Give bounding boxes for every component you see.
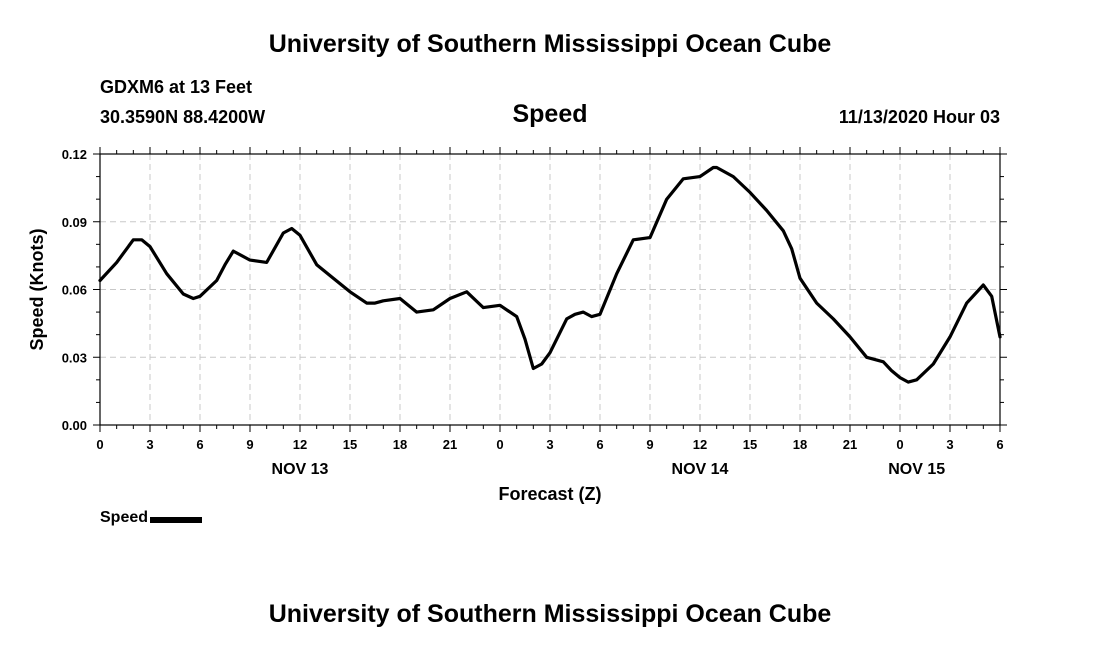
x-tick-label: 6 [596,437,603,452]
legend-label: Speed [100,509,149,526]
x-tick-label: 21 [443,437,457,452]
chart-title: Speed [512,100,588,128]
page-title: University of Southern Mississippi Ocean… [268,30,832,58]
y-tick-label: 0.09 [62,215,87,230]
x-tick-label: 3 [546,437,553,452]
x-tick-label: 9 [246,437,253,452]
x-tick-label: 18 [393,437,407,452]
x-tick-label: 0 [96,437,103,452]
x-tick-label: 21 [843,437,857,452]
x-tick-label: 6 [996,437,1003,452]
x-tick-label: 0 [896,437,903,452]
x-tick-label: 15 [343,437,357,452]
y-axis-label: Speed (Knots) [27,228,47,350]
x-tick-label: 15 [743,437,757,452]
x-tick-label: 18 [793,437,807,452]
y-tick-label: 0.03 [62,350,87,365]
legend-swatch [150,516,203,523]
day-label: NOV 15 [888,461,945,478]
x-tick-label: 3 [146,437,153,452]
day-label: NOV 13 [272,461,329,478]
y-tick-label: 0.06 [62,283,87,298]
y-tick-label: 0.00 [62,418,87,433]
series-line-speed [98,165,1002,384]
y-tick-label: 0.12 [62,147,87,162]
x-axis-label: Forecast (Z) [498,484,601,504]
legend: Speed [100,509,203,527]
x-tick-label: 6 [196,437,203,452]
day-label: NOV 14 [672,461,729,478]
x-tick-label: 12 [293,437,307,452]
x-tick-label: 9 [646,437,653,452]
station-label: GDXM6 at 13 Feet [100,77,253,97]
forecast-datetime: 11/13/2020 Hour 03 [838,107,1000,127]
x-tick-label: 0 [496,437,503,452]
footer-title: University of Southern Mississippi Ocean… [268,600,832,628]
station-coordinates: 30.3590N 88.4200W [100,107,266,127]
x-tick-label: 3 [946,437,953,452]
x-tick-label: 12 [693,437,707,452]
